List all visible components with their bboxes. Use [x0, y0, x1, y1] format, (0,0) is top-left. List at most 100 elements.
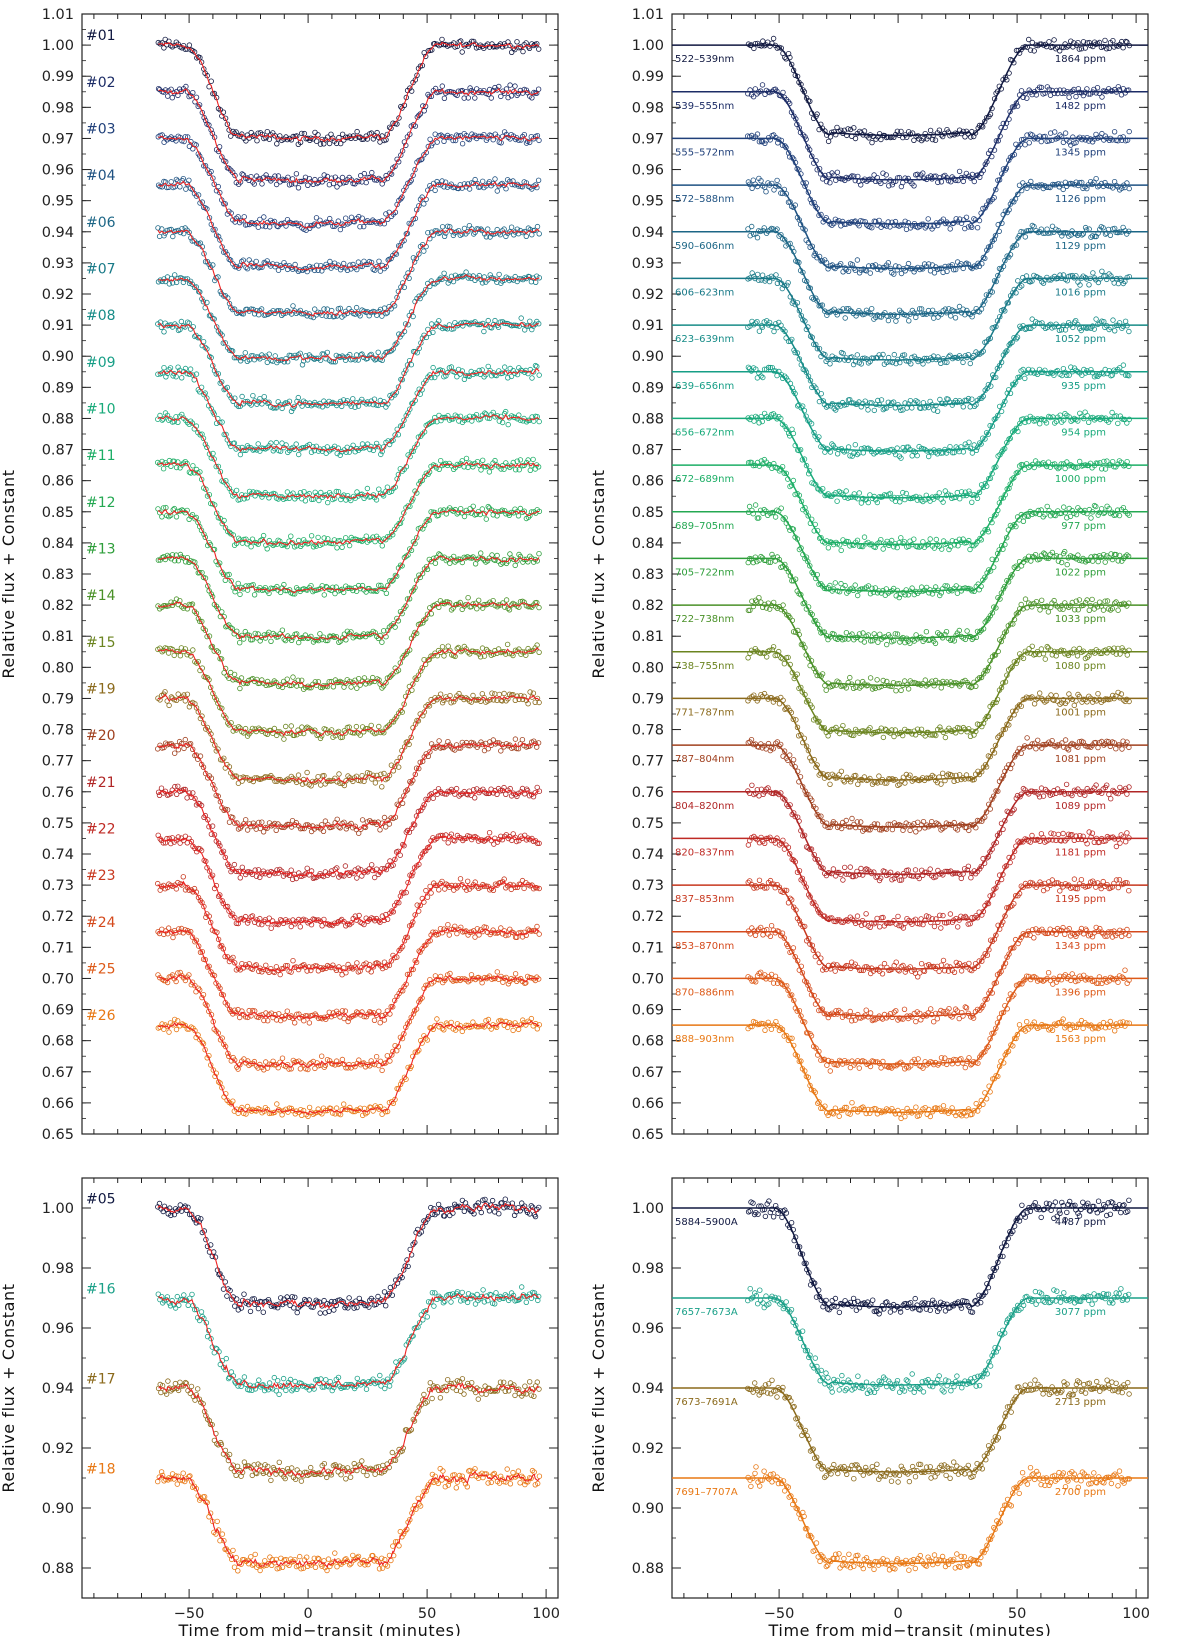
data-point — [455, 88, 462, 94]
y-tick-label: 0.89 — [42, 380, 74, 396]
data-point — [463, 269, 469, 275]
data-point — [169, 44, 176, 50]
data-point — [428, 185, 434, 191]
y-tick-label: 0.98 — [42, 100, 74, 116]
data-point — [519, 877, 526, 884]
data-point — [498, 748, 504, 754]
data-point — [273, 439, 279, 446]
series-label: #04 — [86, 168, 116, 184]
data-point — [257, 216, 263, 223]
data-point — [198, 156, 205, 162]
data-point — [485, 363, 491, 370]
y-tick-label: 0.65 — [42, 1127, 74, 1143]
y-tick-label: 0.97 — [42, 131, 74, 147]
data-point — [161, 329, 167, 335]
data-point — [178, 318, 185, 325]
data-point — [530, 456, 536, 463]
panel-top-right: 1.011.000.990.980.970.960.950.940.930.92… — [589, 7, 1149, 1143]
data-point — [334, 184, 340, 190]
data-point — [465, 878, 471, 884]
data-point — [279, 1055, 286, 1061]
data-point — [361, 170, 367, 177]
data-point — [283, 223, 289, 229]
data-point — [279, 627, 286, 633]
data-point — [206, 170, 213, 176]
data-point — [236, 640, 243, 646]
fit-line — [158, 835, 540, 925]
y-tick-label: 0.80 — [42, 660, 74, 676]
data-point — [296, 451, 302, 458]
data-point — [388, 255, 394, 262]
data-point — [381, 1017, 388, 1023]
data-point — [339, 544, 345, 550]
data-point — [320, 828, 327, 834]
data-point — [510, 1027, 516, 1034]
data-point — [480, 457, 486, 463]
series-18: #23 — [86, 868, 542, 978]
data-point — [159, 40, 165, 46]
data-point — [369, 169, 375, 176]
data-point — [259, 181, 265, 187]
data-point — [168, 179, 174, 185]
y-tick-label: 0.88 — [42, 411, 74, 427]
data-point — [447, 560, 453, 566]
data-point — [363, 179, 369, 186]
data-point — [534, 184, 540, 191]
y-tick-label: 0.71 — [42, 940, 74, 956]
data-point — [170, 233, 176, 240]
data-point — [166, 38, 172, 44]
data-point — [471, 38, 477, 45]
y-tick-label: 0.84 — [42, 536, 74, 552]
data-point — [412, 166, 418, 173]
series-label: #02 — [86, 75, 116, 91]
data-point — [261, 394, 267, 400]
y-tick-label: 0.92 — [42, 287, 74, 303]
data-point — [302, 498, 309, 504]
data-point — [190, 647, 196, 653]
data-point — [190, 790, 196, 796]
data-point — [246, 257, 252, 263]
data-point — [485, 226, 491, 232]
data-point — [377, 827, 383, 833]
data-point — [421, 248, 427, 254]
data-point — [294, 133, 300, 139]
data-point — [343, 215, 349, 221]
data-point — [364, 136, 371, 142]
data-point — [159, 132, 165, 138]
data-point — [503, 597, 510, 603]
data-point — [327, 258, 333, 265]
data-point — [299, 1112, 305, 1118]
data-point — [158, 785, 165, 791]
data-point — [535, 86, 542, 92]
data-point — [263, 962, 269, 968]
data-point — [342, 1008, 349, 1014]
series-label: #15 — [86, 635, 116, 651]
data-point — [536, 372, 542, 378]
fit-line — [157, 367, 540, 453]
data-point — [438, 458, 444, 464]
data-point — [251, 592, 258, 598]
data-point — [472, 176, 478, 183]
data-point — [297, 1066, 304, 1072]
data-point — [474, 180, 480, 187]
y-tick-label: 0.82 — [42, 598, 74, 614]
data-point — [439, 36, 445, 43]
data-point — [260, 829, 267, 835]
data-point — [313, 215, 320, 221]
data-point — [392, 163, 398, 170]
data-point — [161, 365, 167, 371]
data-point — [254, 137, 260, 144]
data-point — [173, 176, 180, 183]
data-point — [536, 137, 542, 144]
data-point — [166, 702, 172, 709]
data-point — [275, 173, 282, 179]
data-point — [467, 85, 473, 91]
y-tick-label: 0.94 — [42, 225, 74, 241]
data-point — [507, 82, 513, 88]
series-13: #15 — [86, 635, 542, 742]
data-point — [301, 1018, 307, 1024]
data-point — [242, 628, 248, 635]
data-point — [290, 133, 296, 140]
data-point — [526, 45, 533, 51]
data-point — [155, 85, 162, 92]
